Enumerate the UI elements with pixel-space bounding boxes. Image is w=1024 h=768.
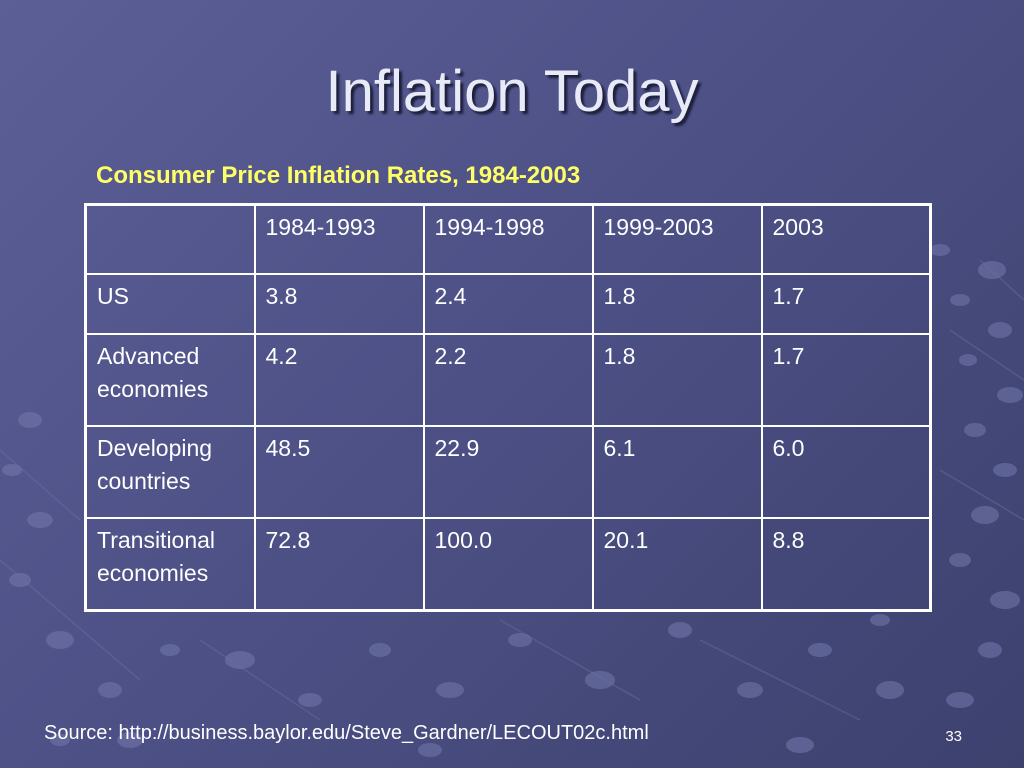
header-cell: 1984-1993 bbox=[253, 203, 425, 275]
header-cell: 1994-1998 bbox=[422, 203, 594, 275]
table-cell: 1.8 bbox=[591, 333, 763, 427]
table-cell: 72.8 bbox=[253, 517, 425, 612]
table-cell: 6.1 bbox=[591, 425, 763, 519]
slide-title: Inflation Today bbox=[325, 59, 699, 124]
row-label-cell: US bbox=[84, 273, 256, 335]
table-cell: 4.2 bbox=[253, 333, 425, 427]
table-cell: 1.7 bbox=[760, 333, 932, 427]
table-header-row: 1984-1993 1994-1998 1999-2003 2003 bbox=[84, 203, 932, 275]
header-cell: 1999-2003 bbox=[591, 203, 763, 275]
source-note: Source: http://business.baylor.edu/Steve… bbox=[44, 722, 649, 744]
table-cell: 1.8 bbox=[591, 273, 763, 335]
table-row: Transitional economies 72.8 100.0 20.1 8… bbox=[84, 517, 932, 612]
table-cell: 20.1 bbox=[591, 517, 763, 612]
table-cell: 22.9 bbox=[422, 425, 594, 519]
table-cell: 8.8 bbox=[760, 517, 932, 612]
table-caption: Consumer Price Inflation Rates, 1984-200… bbox=[96, 162, 581, 189]
table-row: Advanced economies 4.2 2.2 1.8 1.7 bbox=[84, 333, 932, 427]
table-cell: 1.7 bbox=[760, 273, 932, 335]
table-row: Developing countries 48.5 22.9 6.1 6.0 bbox=[84, 425, 932, 519]
row-label-cell: Developing countries bbox=[84, 425, 256, 519]
inflation-table: 1984-1993 1994-1998 1999-2003 2003 US 3.… bbox=[84, 203, 932, 612]
table-cell: 2.4 bbox=[422, 273, 594, 335]
table-cell: 2.2 bbox=[422, 333, 594, 427]
table-cell: 3.8 bbox=[253, 273, 425, 335]
row-label-cell: Transitional economies bbox=[84, 517, 256, 612]
header-cell: 2003 bbox=[760, 203, 932, 275]
row-label-cell: Advanced economies bbox=[84, 333, 256, 427]
header-cell bbox=[84, 203, 256, 275]
table-cell: 48.5 bbox=[253, 425, 425, 519]
slide-number: 33 bbox=[945, 728, 962, 745]
table-row: US 3.8 2.4 1.8 1.7 bbox=[84, 273, 932, 335]
table-cell: 100.0 bbox=[422, 517, 594, 612]
table-cell: 6.0 bbox=[760, 425, 932, 519]
